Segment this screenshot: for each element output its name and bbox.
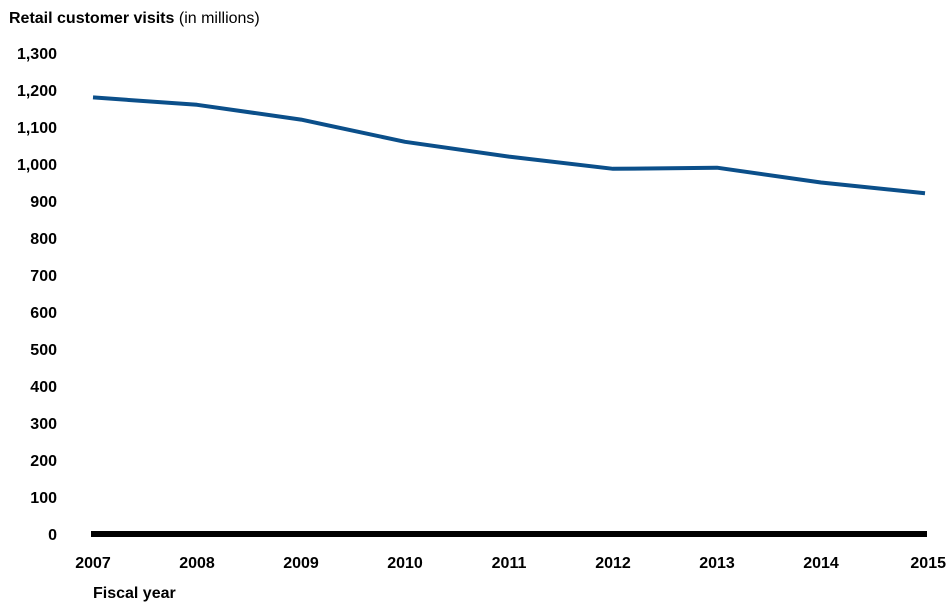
y-tick-label: 1,100 [17,120,57,137]
x-tick-label: 2013 [699,555,735,572]
y-tick-label: 800 [30,231,57,248]
chart-title: Retail customer visits (in millions) [9,10,260,28]
y-tick-label: 1,200 [17,83,57,100]
x-tick-label: 2012 [595,555,631,572]
chart-title-main: Retail customer visits [9,10,175,27]
x-tick-label: 2009 [283,555,319,572]
y-tick-label: 1,300 [17,46,57,63]
x-tick-label: 2010 [387,555,423,572]
y-tick-label: 300 [30,416,57,433]
x-tick-label: 2011 [492,555,527,572]
y-tick-label: 700 [30,268,57,285]
y-tick-label: 0 [48,527,57,544]
y-tick-label: 200 [30,453,57,470]
y-tick-label: 400 [30,379,57,396]
y-tick-label: 1,000 [17,157,57,174]
x-tick-label: 2008 [179,555,215,572]
x-tick-label: 2015 [910,555,946,572]
series-line [92,95,926,196]
x-tick-label: 2007 [75,555,111,572]
y-tick-label: 600 [30,305,57,322]
x-axis-label: Fiscal year [93,585,176,602]
chart-title-suffix: (in millions) [178,10,260,27]
y-tick-label: 100 [30,490,57,507]
x-tick-label: 2014 [803,555,839,572]
y-tick-label: 900 [30,194,57,211]
y-tick-label: 500 [30,342,57,359]
